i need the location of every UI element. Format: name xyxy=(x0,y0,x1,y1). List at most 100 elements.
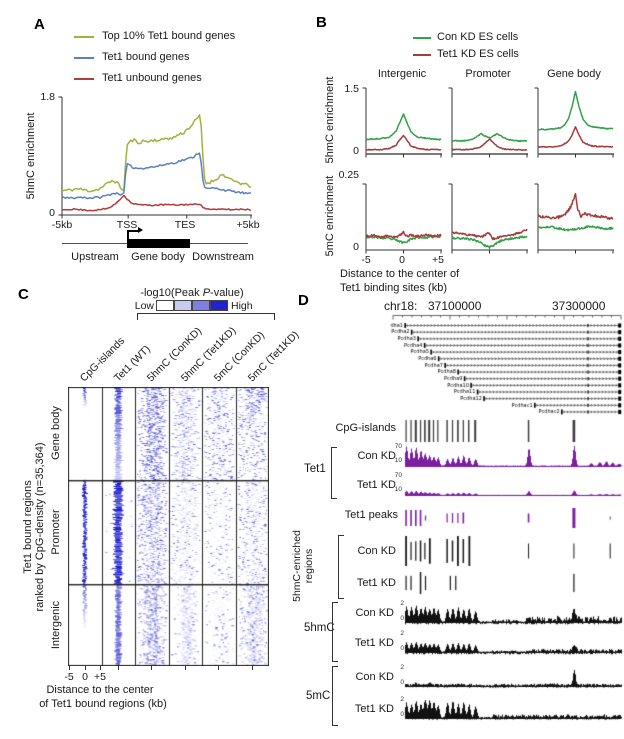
legend-label-tet1kd: Tet1 KD ES cells xyxy=(437,48,519,60)
legend-swatch-top10 xyxy=(74,36,94,38)
c-caption-line2: of Tet1 bound regions (kb) xyxy=(39,698,167,710)
enriched-regions-label: 5hmC-enriched regions xyxy=(291,530,315,602)
5mc-kd-scale-bottom: 0 xyxy=(400,711,404,718)
legend-swatch-conkd xyxy=(413,37,431,39)
gene-body-box xyxy=(127,239,190,248)
c-tick xyxy=(218,666,220,670)
b-xtick-0: 0 xyxy=(399,254,405,266)
heatmap-y-outer-label: Tet1 bound regions ranked by CpG-density… xyxy=(22,442,46,611)
enriched-group-bracket xyxy=(338,535,344,599)
5mc-con-scale-top: 2 xyxy=(400,664,404,671)
legend-swatch-bound xyxy=(74,57,94,59)
tss-arrow-shaft xyxy=(127,230,138,232)
panel-a-chart xyxy=(58,96,252,219)
enriched-label-line1: 5hmC-enriched xyxy=(291,530,303,602)
colorbar-cell-2 xyxy=(174,300,192,311)
5hmc-kd-scale-top: 2 xyxy=(400,630,404,637)
5mc-conkd-label: Con KD xyxy=(355,671,394,683)
tet1-con-scale-bottom: 10 xyxy=(394,457,402,464)
column-group-bracket xyxy=(137,313,275,320)
enriched-conkd-label: Con KD xyxy=(357,545,396,557)
coord-right-label: 37300000 xyxy=(552,299,606,313)
row2-ymin: 0 xyxy=(353,241,359,253)
enriched-label-line2: regions xyxy=(303,548,315,584)
c-tick xyxy=(85,666,87,670)
heatmap-canvas xyxy=(68,387,269,666)
x-tick-m5kb: -5kb xyxy=(51,219,73,231)
chart-5mc-promoter xyxy=(448,183,528,254)
legend-label-unbound: Tet1 unbound genes xyxy=(102,72,202,84)
genome-tracks-canvas xyxy=(390,310,624,739)
x-tick-tss: TSS xyxy=(116,219,138,231)
c-tick xyxy=(185,666,187,670)
colorbar-title: -log10(Peak P-value) xyxy=(112,287,272,299)
enriched-kd-label: Tet1 KD xyxy=(356,577,396,589)
b-xtick-m5: -5 xyxy=(361,254,371,266)
5hmc-kd-scale-bottom: 0 xyxy=(400,645,404,652)
panel-c-label: C xyxy=(18,286,29,303)
legend-swatch-unbound xyxy=(74,78,94,80)
legend-label-conkd: Con KD ES cells xyxy=(437,31,519,43)
row2-ylabel: 5mC enrichment xyxy=(324,175,336,257)
tss-arrow-head-icon xyxy=(138,227,143,233)
5hmc-group-bracket xyxy=(332,602,338,662)
tet1-peaks-label: Tet1 peaks xyxy=(344,509,398,521)
row-label-promoter: Promoter xyxy=(50,509,62,555)
chart-5hmc-promoter xyxy=(448,87,528,158)
panel-b-label: B xyxy=(316,14,327,31)
colorbar-title-pre: -log10(Peak xyxy=(140,287,203,299)
c-caption-line1: Distance to the center xyxy=(46,684,154,696)
5mc-group-bracket xyxy=(332,666,338,726)
y-min-label: 0 xyxy=(49,207,55,219)
c-tick xyxy=(69,666,71,670)
colorbar-high-label: High xyxy=(231,300,253,312)
5hmc-con-scale-bottom: 0 xyxy=(400,615,404,622)
colorbar-cell-3 xyxy=(192,300,210,311)
colorbar-cell-4 xyxy=(210,300,228,311)
x-tick-tes: TES xyxy=(174,219,196,231)
b-caption-line2: Tet1 binding sites (kb) xyxy=(340,282,447,294)
tet1-kd-label: Tet1 KD xyxy=(356,479,396,491)
row-label-genebody: Gene body xyxy=(50,406,62,460)
c-tick xyxy=(151,666,153,670)
chart-5mc-intergenic xyxy=(362,183,442,254)
c-tick xyxy=(118,666,120,670)
b-xtick-p5: +5 xyxy=(432,254,444,266)
5mc-group-label: 5mC xyxy=(306,690,331,702)
coord-left-label: 37100000 xyxy=(428,299,482,313)
5hmc-group-label: 5hmC xyxy=(304,622,335,634)
heatmap-y-outer-line2: ranked by CpG-density (n=35,364) xyxy=(34,442,46,612)
row1-ymin: 0 xyxy=(353,145,359,157)
5hmc-conkd-label: Con KD xyxy=(355,607,394,619)
c-xtick-p5: +5 xyxy=(94,671,106,683)
row1-ymax: 1.5 xyxy=(344,83,359,95)
tet1-kd-scale-bottom: 10 xyxy=(394,486,402,493)
b-caption-line1: Distance to the center of xyxy=(340,268,460,280)
5hmc-con-scale-top: 2 xyxy=(400,600,404,607)
chrom-label: chr18: xyxy=(384,299,418,313)
diagram-upstream-label: Upstream xyxy=(71,251,119,263)
y-axis-label: 5hmC enrichment xyxy=(25,112,37,200)
row-label-intergenic: Intergenic xyxy=(50,600,62,650)
panel-d-label: D xyxy=(298,292,309,309)
colorbar-title-post: -value) xyxy=(210,287,244,299)
5mc-kd-scale-top: 2 xyxy=(400,696,404,703)
x-tick-p5kb: +5kb xyxy=(236,219,260,231)
c-xtick-m5: -5 xyxy=(64,671,74,683)
legend-label-top10: Top 10% Tet1 bound genes xyxy=(102,30,236,42)
5hmc-kd-label: Tet1 KD xyxy=(354,637,394,649)
legend-label-bound: Tet1 bound genes xyxy=(102,51,190,63)
colorbar-low-label: Low xyxy=(134,300,154,312)
tss-arrow-stem xyxy=(127,230,129,239)
chart-5mc-genebody xyxy=(534,183,614,254)
colorbar-title-italic: P xyxy=(202,287,211,299)
col-title-genebody: Gene body xyxy=(547,68,601,80)
panel-a-label: A xyxy=(34,16,45,33)
5mc-con-scale-bottom: 0 xyxy=(400,679,404,686)
tet1-group-bracket xyxy=(331,447,337,499)
cpg-track-label: CpG-islands xyxy=(335,422,396,434)
c-tick xyxy=(100,666,102,670)
chart-5hmc-intergenic xyxy=(362,87,442,158)
row2-ymax: 0.25 xyxy=(338,169,359,181)
